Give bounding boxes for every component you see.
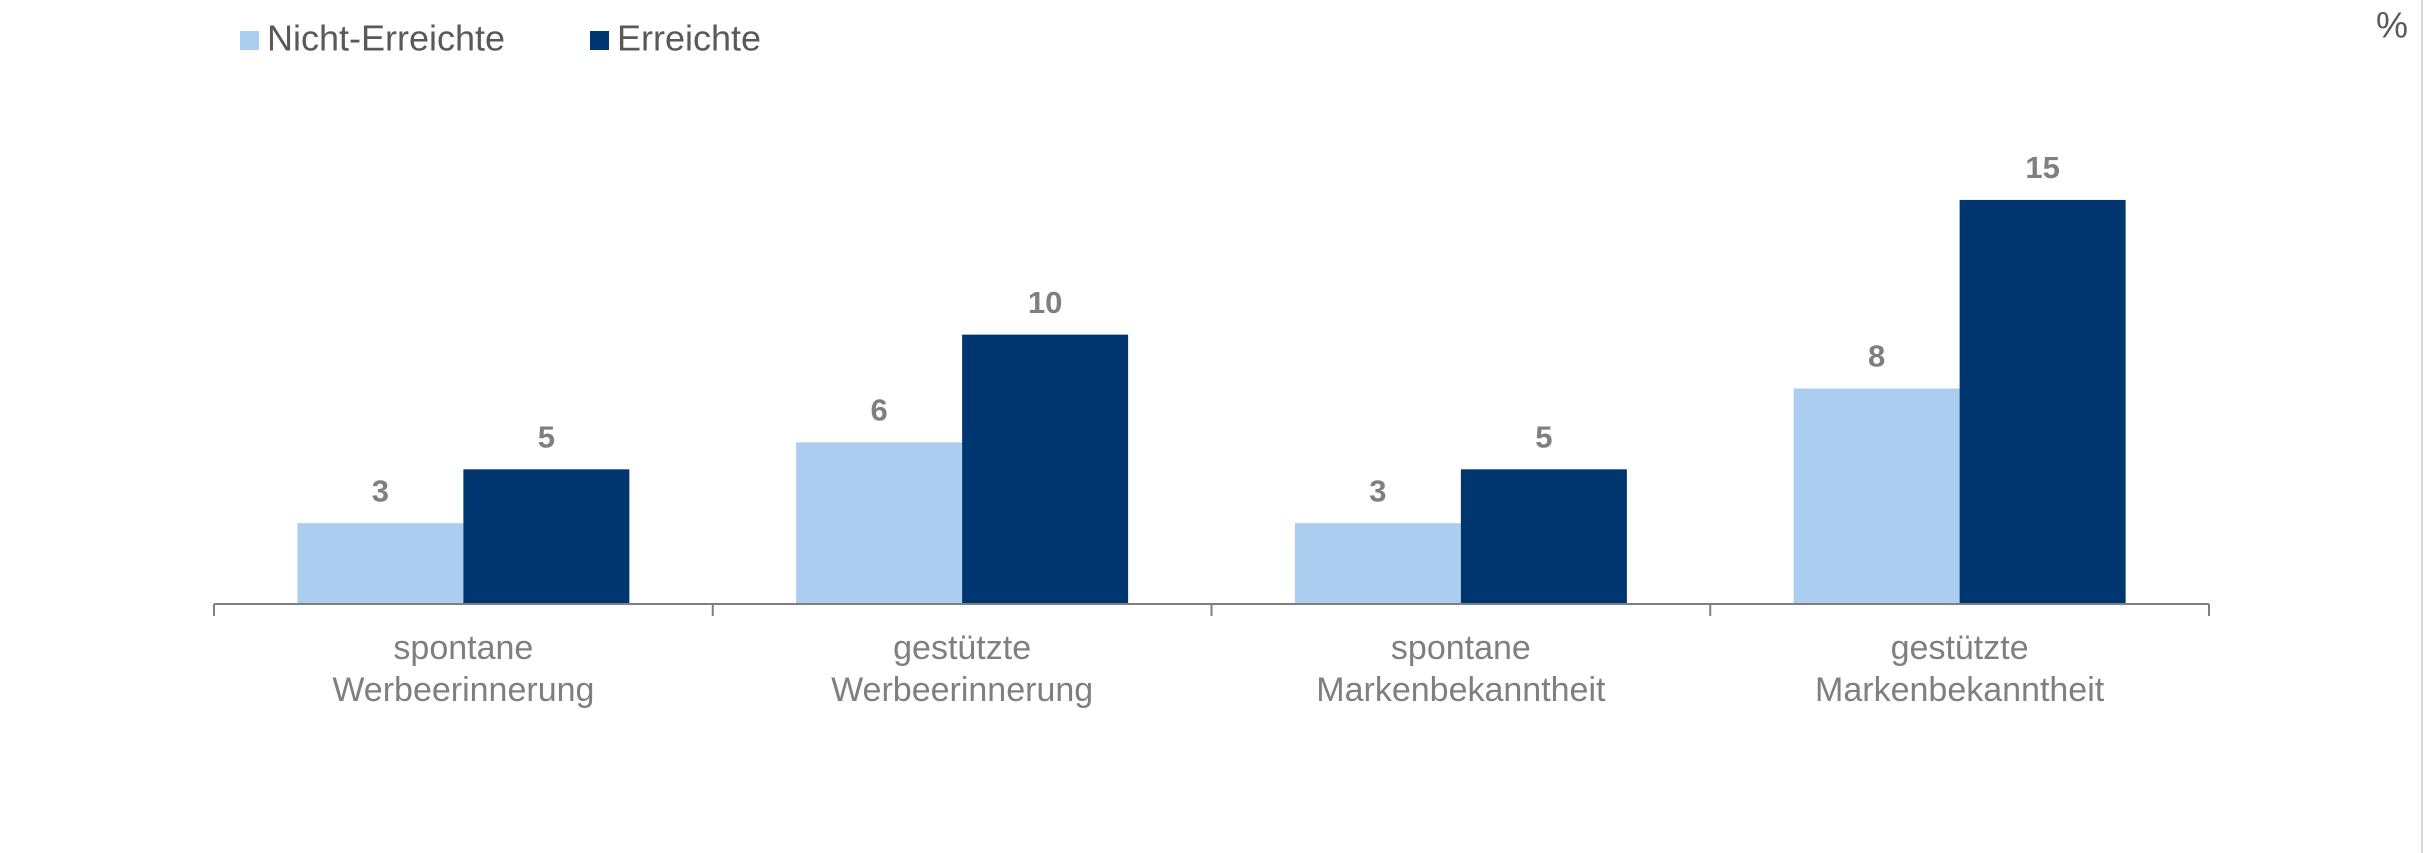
x-tick-label: spontane xyxy=(393,629,533,667)
legend-swatch xyxy=(240,31,259,50)
data-label: 5 xyxy=(538,420,555,455)
bar xyxy=(1460,469,1627,604)
bar xyxy=(463,469,630,604)
bar xyxy=(1294,523,1461,604)
unit-label: % xyxy=(2376,5,2408,46)
data-label: 5 xyxy=(1535,420,1552,455)
x-tick-label: gestützte xyxy=(1891,629,2029,667)
bar xyxy=(796,442,963,604)
bar xyxy=(297,523,464,604)
data-label: 6 xyxy=(871,393,888,428)
data-label: 10 xyxy=(1028,285,1062,320)
legend-label: Erreichte xyxy=(617,18,761,59)
x-tick-label: spontane xyxy=(1391,629,1531,667)
x-tick-label: Markenbekanntheit xyxy=(1316,671,1606,709)
x-tick-label: Markenbekanntheit xyxy=(1815,671,2105,709)
x-tick-label: Werbeerinnerung xyxy=(831,671,1093,709)
data-label: 15 xyxy=(2025,150,2059,185)
legend-swatch xyxy=(590,31,609,50)
data-label: 8 xyxy=(1868,339,1885,374)
bar xyxy=(1793,388,1960,604)
x-tick-label: gestützte xyxy=(893,629,1031,667)
data-label: 3 xyxy=(1369,473,1386,508)
legend-label: Nicht-Erreichte xyxy=(267,18,505,59)
bar xyxy=(962,334,1129,604)
bar xyxy=(1959,199,2126,604)
data-label: 3 xyxy=(372,473,389,508)
x-tick-label: Werbeerinnerung xyxy=(332,671,594,709)
